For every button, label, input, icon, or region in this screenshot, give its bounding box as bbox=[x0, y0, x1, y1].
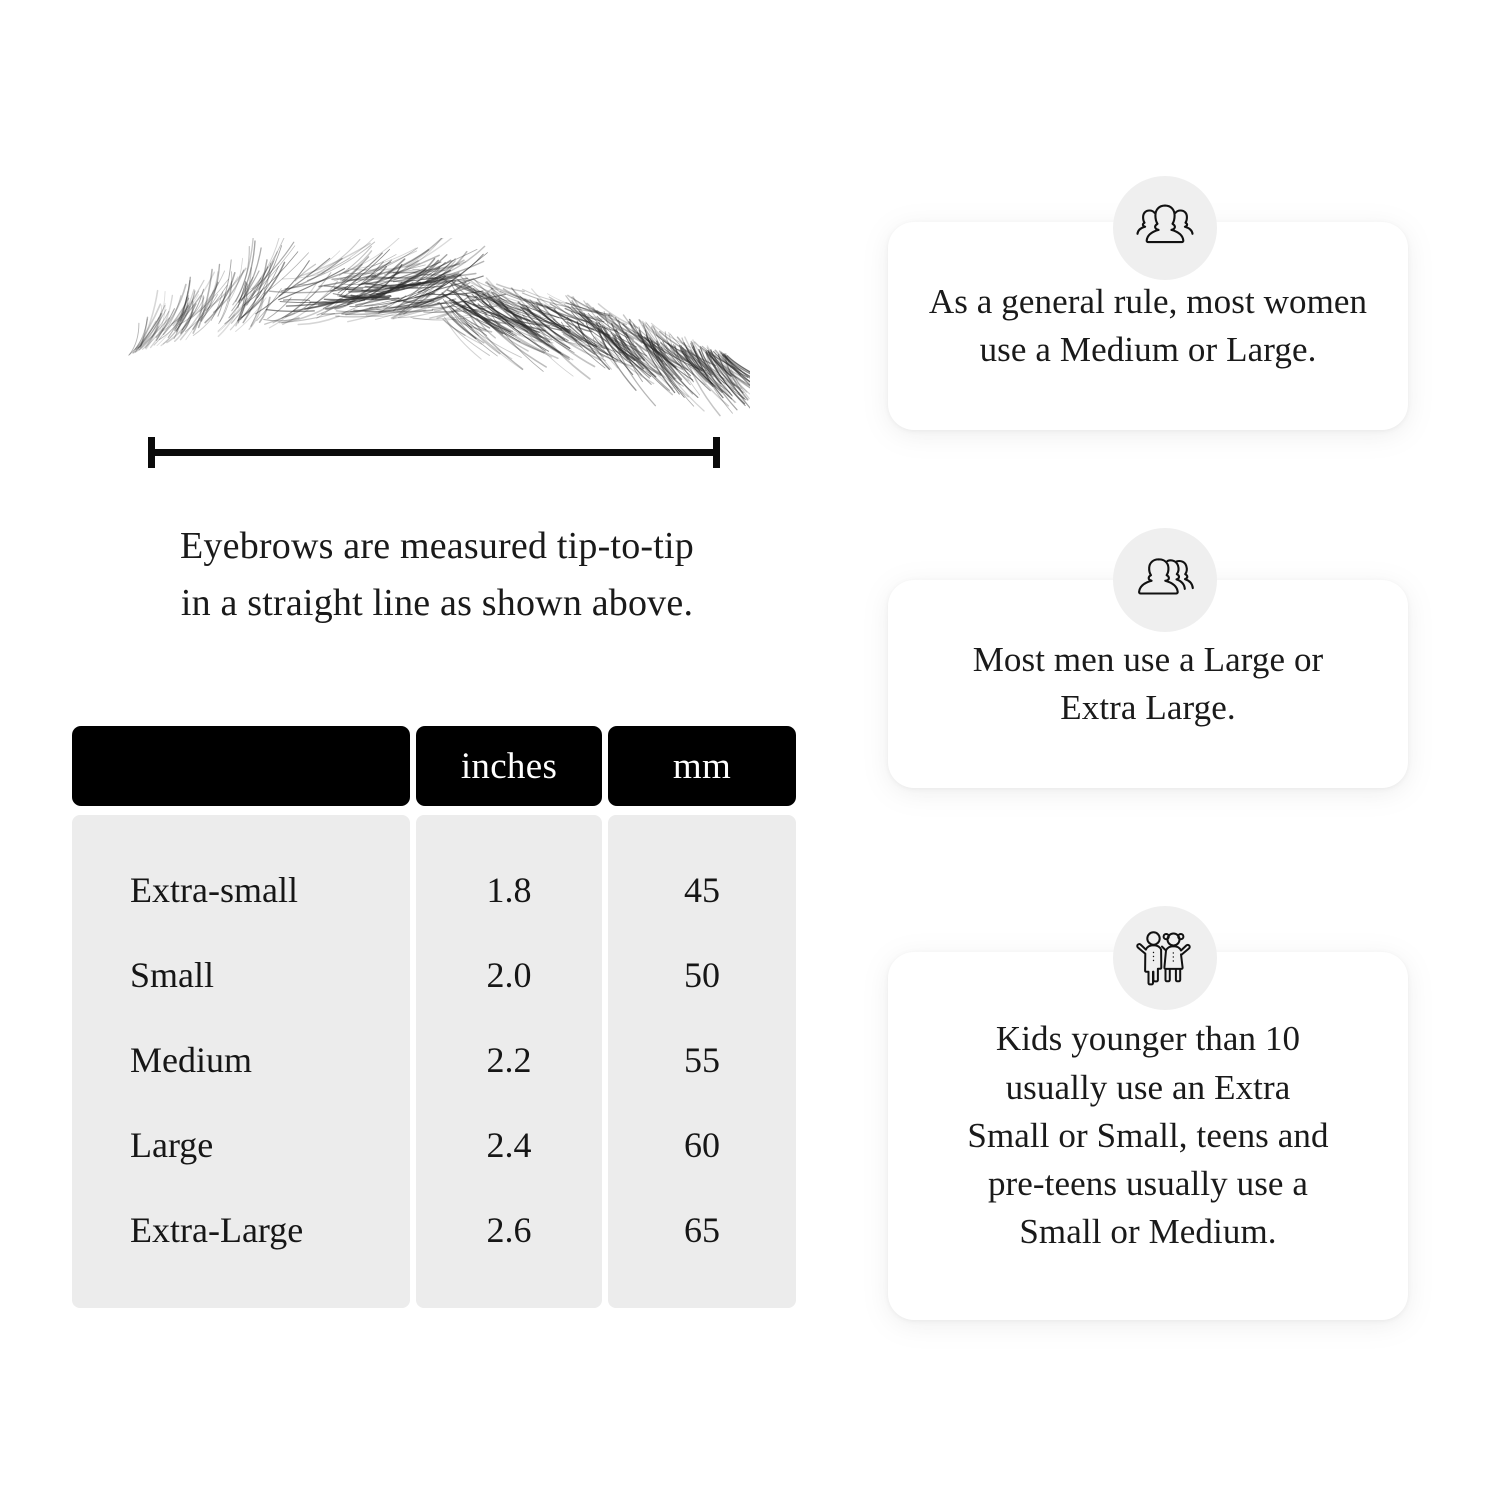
table-cell-inches: 1.8 bbox=[486, 869, 532, 910]
three-women-icon bbox=[1113, 176, 1217, 280]
table-header-row: inches mm bbox=[72, 726, 796, 806]
table-cell-size: Medium bbox=[130, 1039, 252, 1080]
table-cell-size: Extra-Large bbox=[130, 1209, 304, 1250]
info-line: Kids younger than 10 bbox=[995, 1019, 1301, 1059]
table-cell-mm: 65 bbox=[684, 1209, 720, 1250]
measure-rule-line bbox=[148, 449, 720, 456]
three-men-icon bbox=[1113, 528, 1217, 632]
table-cell-mm: 50 bbox=[684, 954, 720, 995]
table-cell-inches: 2.6 bbox=[486, 1209, 532, 1250]
info-line: usually use an Extra bbox=[1005, 1067, 1291, 1107]
tip-to-tip-measure-bar bbox=[148, 437, 720, 468]
right-panel: As a general rule, most women use a Medi… bbox=[830, 0, 1500, 1500]
table-cell-mm: 45 bbox=[684, 869, 720, 910]
table-cell-size: Extra-small bbox=[130, 869, 298, 910]
size-table: inches mm Extra-small Small Medium Large… bbox=[72, 726, 796, 1308]
table-body: Extra-small Small Medium Large Extra-Lar… bbox=[72, 815, 796, 1308]
caption-line-1: Eyebrows are measured tip-to-tip bbox=[180, 525, 694, 567]
table-column-size: Extra-small Small Medium Large Extra-Lar… bbox=[72, 815, 410, 1308]
info-card-men: Most men use a Large or Extra Large. bbox=[888, 580, 1408, 788]
table-cell-inches: 2.2 bbox=[486, 1039, 532, 1080]
info-card-men-text: Most men use a Large or Extra Large. bbox=[973, 636, 1324, 733]
info-card-women: As a general rule, most women use a Medi… bbox=[888, 222, 1408, 430]
table-cell-inches: 2.0 bbox=[486, 954, 532, 995]
info-line: pre-teens usually use a bbox=[987, 1164, 1309, 1204]
table-cell-mm: 55 bbox=[684, 1039, 720, 1080]
table-column-inches: 1.8 2.0 2.2 2.4 2.6 bbox=[416, 815, 602, 1308]
info-line: use a Medium or Large. bbox=[979, 330, 1317, 369]
table-header-size bbox=[72, 726, 410, 806]
table-cell-size: Large bbox=[130, 1124, 214, 1165]
info-line: Small or Small, teens and bbox=[967, 1115, 1329, 1155]
left-panel: Eyebrows are measured tip-to-tip in a st… bbox=[72, 238, 802, 1308]
info-card-women-text: As a general rule, most women use a Medi… bbox=[929, 278, 1367, 375]
eyebrow-illustration bbox=[110, 238, 750, 418]
table-header-mm: mm bbox=[608, 726, 796, 806]
info-line: Small or Medium. bbox=[1019, 1212, 1277, 1252]
info-card-kids-text: Kids younger than 10 usually use an Extr… bbox=[967, 1015, 1328, 1256]
info-line: Most men use a Large or bbox=[972, 639, 1324, 679]
info-line: As a general rule, most women bbox=[928, 281, 1368, 321]
two-children-icon bbox=[1113, 906, 1217, 1010]
measure-cap-right bbox=[713, 437, 720, 468]
info-line: Extra Large. bbox=[1060, 688, 1236, 727]
caption-line-2: in a straight line as shown above. bbox=[180, 582, 694, 624]
table-cell-size: Small bbox=[130, 954, 215, 995]
table-cell-mm: 60 bbox=[684, 1124, 720, 1165]
measurement-caption: Eyebrows are measured tip-to-tip in a st… bbox=[72, 518, 802, 632]
table-cell-inches: 2.4 bbox=[486, 1124, 532, 1165]
table-header-inches: inches bbox=[416, 726, 602, 806]
info-card-kids: Kids younger than 10 usually use an Extr… bbox=[888, 952, 1408, 1320]
table-column-mm: 45 50 55 60 65 bbox=[608, 815, 796, 1308]
